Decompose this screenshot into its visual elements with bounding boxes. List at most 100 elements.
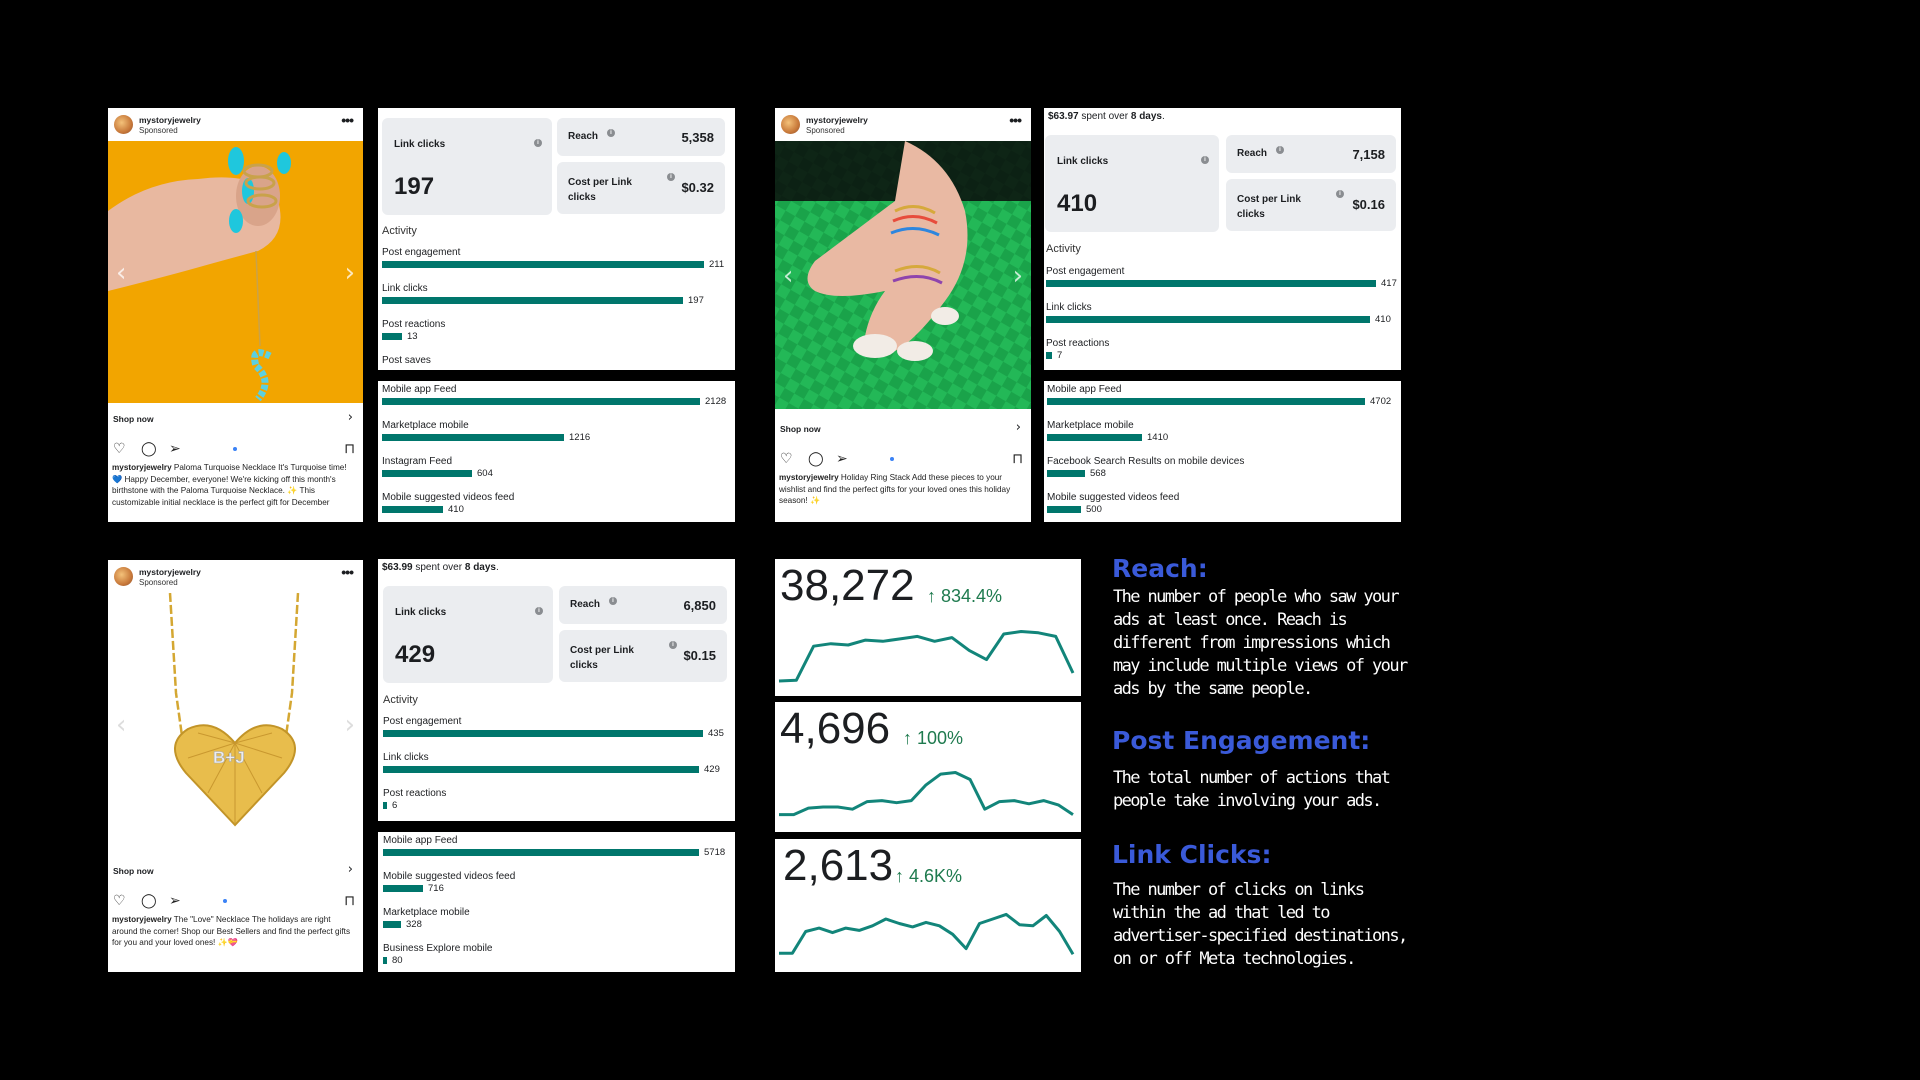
info-icon[interactable]: i <box>667 173 675 181</box>
carousel-next-icon[interactable]: › <box>344 710 355 740</box>
cost-per-link-click-card[interactable]: Cost per Link clicks i $0.15 <box>559 630 727 682</box>
post-username[interactable]: mystoryjewelry <box>139 115 201 125</box>
post-username[interactable]: mystoryjewelry <box>806 115 868 125</box>
caption-username[interactable]: mystoryjewelry <box>779 473 839 482</box>
hand-ring-stack-image <box>775 141 1031 409</box>
cpl-value: $0.15 <box>683 648 716 663</box>
share-icon[interactable]: ➢ <box>836 451 848 467</box>
post-image[interactable]: ‹ › <box>108 141 363 403</box>
comment-icon[interactable]: ◯ <box>141 893 157 909</box>
activity-row-link-clicks: Link clicks 429 <box>383 752 732 782</box>
chevron-right-icon[interactable]: › <box>347 862 353 877</box>
heart-icon[interactable]: ♡ <box>113 441 126 457</box>
post-actions: ♡ ◯ ➢ ⊓ <box>113 893 355 909</box>
link-clicks-value: 197 <box>394 173 435 200</box>
link-clicks-label: Link clicks <box>395 607 447 618</box>
chevron-right-icon[interactable]: › <box>1015 420 1021 435</box>
row-bar <box>382 333 402 340</box>
comment-icon[interactable]: ◯ <box>808 451 824 467</box>
link-clicks-card[interactable]: Link clicks i 410 <box>1045 135 1219 232</box>
row-label: Mobile suggested videos feed <box>382 492 515 503</box>
caption-text: Add these pieces to your wishlist and fi… <box>779 473 1011 505</box>
reach-label: Reach <box>570 599 601 610</box>
avatar[interactable] <box>114 567 133 586</box>
spent-mid: spent over <box>1078 111 1131 122</box>
activity-row-post-reactions: Post reactions 6 <box>383 788 732 818</box>
shop-now-link[interactable]: Shop now <box>780 424 821 434</box>
cost-per-link-click-card[interactable]: Cost per Link clicks i $0.16 <box>1226 179 1396 231</box>
activity-title: Activity <box>1046 243 1081 255</box>
row-value: 5718 <box>704 847 726 858</box>
sponsored-label: Sponsored <box>806 126 845 135</box>
placement-row: Instagram Feed 604 <box>382 456 731 486</box>
share-icon[interactable]: ➢ <box>169 893 181 909</box>
metrics-panel-3: $63.99 spent over 8 days. Link clicks i … <box>378 559 735 821</box>
avatar[interactable] <box>781 115 800 134</box>
link-clicks-label: Link clicks <box>394 139 446 150</box>
row-bar <box>382 398 700 405</box>
shop-now-link[interactable]: Shop now <box>113 414 154 424</box>
spark-value: 38,272 <box>780 561 915 610</box>
row-label: Post engagement <box>382 247 461 258</box>
reach-card[interactable]: Reach i 7,158 <box>1226 135 1396 173</box>
carousel-prev-icon[interactable]: ‹ <box>116 710 127 740</box>
info-icon[interactable]: i <box>609 597 617 605</box>
info-icon[interactable]: i <box>669 641 677 649</box>
info-icon[interactable]: i <box>607 129 615 137</box>
more-options-icon[interactable]: ••• <box>341 564 354 580</box>
placement-list: Mobile app Feed 5718 Mobile suggested vi… <box>379 835 735 972</box>
row-value: 197 <box>688 295 704 306</box>
shop-now-link[interactable]: Shop now <box>113 866 154 876</box>
caption-username[interactable]: mystoryjewelry <box>112 463 172 472</box>
row-value: 716 <box>428 883 444 894</box>
carousel-next-icon[interactable]: › <box>1012 261 1023 291</box>
link-clicks-definition-text: The number of clicks on links within the… <box>1113 880 1408 969</box>
reach-label: Reach <box>568 131 599 142</box>
heart-icon[interactable]: ♡ <box>780 451 793 467</box>
info-icon[interactable]: i <box>534 139 542 147</box>
reach-card[interactable]: Reach i 5,358 <box>557 118 725 156</box>
post-image[interactable]: ‹ › <box>775 141 1031 409</box>
carousel-indicator <box>890 457 894 461</box>
chevron-right-icon[interactable]: › <box>347 410 353 425</box>
info-icon[interactable]: i <box>1201 156 1209 164</box>
info-icon[interactable]: i <box>1336 190 1344 198</box>
row-value: 410 <box>1375 314 1391 325</box>
link-clicks-value: 410 <box>1057 190 1098 217</box>
carousel-prev-icon[interactable]: ‹ <box>116 258 127 288</box>
caption-text: It's Turquoise time! 💙 Happy December, e… <box>112 463 347 507</box>
more-options-icon[interactable]: ••• <box>1009 112 1022 128</box>
comment-icon[interactable]: ◯ <box>141 441 157 457</box>
row-value: 435 <box>708 728 724 739</box>
caption-username[interactable]: mystoryjewelry <box>112 915 172 924</box>
cost-per-link-click-card[interactable]: Cost per Link clicks i $0.32 <box>557 162 725 214</box>
spark-change: ↑ 100% <box>903 728 964 748</box>
link-clicks-card[interactable]: Link clicks i 429 <box>383 586 553 683</box>
post-image[interactable]: B+J ‹ › <box>108 593 363 855</box>
bookmark-icon[interactable]: ⊓ <box>344 893 355 909</box>
sparkline-chart <box>779 912 1075 956</box>
post-username[interactable]: mystoryjewelry <box>139 567 201 577</box>
spark-card-reach: 38,272 ↑ 834.4% <box>775 559 1081 696</box>
heart-icon[interactable]: ♡ <box>113 893 126 909</box>
post-header: mystoryjewelry Sponsored ••• <box>775 108 1031 140</box>
carousel-next-icon[interactable]: › <box>344 258 355 288</box>
caption-product: The "Love" Necklace <box>173 915 250 924</box>
carousel-prev-icon[interactable]: ‹ <box>783 261 794 291</box>
share-icon[interactable]: ➢ <box>169 441 181 457</box>
row-value: 2128 <box>705 396 727 407</box>
bookmark-icon[interactable]: ⊓ <box>1012 451 1023 467</box>
row-bar <box>382 470 472 477</box>
avatar[interactable] <box>114 115 133 134</box>
more-options-icon[interactable]: ••• <box>341 112 354 128</box>
bookmark-icon[interactable]: ⊓ <box>344 441 355 457</box>
info-icon[interactable]: i <box>535 607 543 615</box>
link-clicks-card[interactable]: Link clicks i 197 <box>382 118 552 215</box>
row-value: 4702 <box>1370 396 1392 407</box>
sponsored-label: Sponsored <box>139 126 178 135</box>
reach-card[interactable]: Reach i 6,850 <box>559 586 727 624</box>
row-label: Instagram Feed <box>382 456 453 467</box>
info-icon[interactable]: i <box>1276 146 1284 154</box>
spark-card-engagement: 4,696 ↑ 100% <box>775 702 1081 832</box>
row-bar <box>1047 434 1142 441</box>
